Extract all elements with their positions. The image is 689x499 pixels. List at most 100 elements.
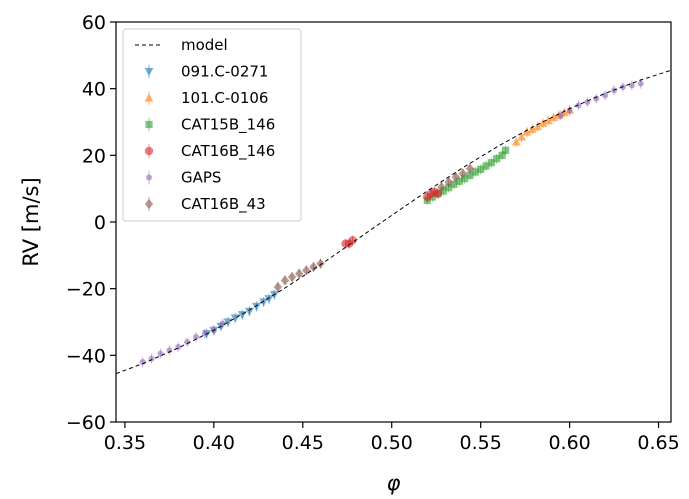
legend-label: model <box>181 36 228 54</box>
series-gaps <box>139 78 644 367</box>
data-point <box>451 172 460 182</box>
data-point <box>439 187 447 195</box>
series-cat16b-146 <box>341 187 443 249</box>
data-point <box>455 177 463 185</box>
data-point <box>461 175 469 183</box>
legend-entry: CAT16B_146 <box>144 142 275 161</box>
legend-entry: GAPS <box>146 169 221 187</box>
legend-box <box>122 28 302 222</box>
legend-label: CAT15B_146 <box>181 116 275 135</box>
data-point <box>487 159 495 167</box>
y-axis-label: RV [m/s] <box>19 177 43 266</box>
legend-marker <box>145 120 153 129</box>
data-point <box>264 295 274 304</box>
data-point <box>259 298 269 307</box>
legend-label: 101.C-0106 <box>181 89 268 107</box>
legend-label: CAT16B_146 <box>181 142 275 161</box>
legend: model 091.C-0271 101.C-0106 CAT15B_146 CAT16… <box>122 28 302 222</box>
model-line <box>115 69 672 375</box>
x-tick-label: 0.35 <box>104 432 146 454</box>
data-point <box>465 163 475 174</box>
data-point <box>309 262 318 272</box>
x-tick-label: 0.40 <box>193 432 235 454</box>
model-line-group <box>115 69 672 375</box>
y-axis: −60 −40 −20 0 20 40 60 <box>66 12 116 434</box>
data-point <box>511 137 521 146</box>
legend-marker <box>144 199 154 209</box>
legend-label: CAT16B_43 <box>181 195 266 214</box>
data-point <box>287 272 297 282</box>
data-point <box>549 113 559 122</box>
data-point <box>637 80 644 87</box>
y-tick-label: −20 <box>66 279 106 301</box>
x-tick-label: 0.45 <box>282 432 324 454</box>
data-point <box>450 180 458 188</box>
data-point <box>433 189 443 198</box>
data-point <box>348 236 357 245</box>
legend-marker <box>144 146 154 156</box>
y-tick-label: −60 <box>66 412 106 434</box>
data-point <box>219 320 226 327</box>
legend-marker <box>144 67 154 76</box>
y-tick-label: 0 <box>94 212 106 234</box>
data-point <box>575 102 582 109</box>
data-point <box>193 334 200 340</box>
y-tick-label: 40 <box>82 79 106 101</box>
plot-marks <box>139 78 644 367</box>
data-point <box>498 151 506 159</box>
data-point <box>458 168 468 179</box>
legend-marker <box>144 93 154 102</box>
legend-marker <box>146 174 152 181</box>
data-point <box>628 82 635 89</box>
data-point <box>302 265 311 276</box>
data-point <box>445 184 453 192</box>
legend-entry: 101.C-0106 <box>144 89 268 107</box>
legend-entry: CAT15B_146 <box>145 116 275 135</box>
data-point <box>166 347 173 354</box>
data-point <box>201 330 208 337</box>
legend-entry: 091.C-0271 <box>144 63 268 81</box>
data-point <box>566 107 573 114</box>
data-point <box>493 155 501 163</box>
x-tick-label: 0.55 <box>460 432 502 454</box>
data-point <box>252 302 262 311</box>
x-tick-label: 0.50 <box>371 432 413 454</box>
data-point <box>444 177 453 187</box>
data-point <box>471 168 479 176</box>
y-tick-label: 60 <box>82 12 106 34</box>
data-point <box>273 282 283 292</box>
series-101-c-0106 <box>511 105 575 147</box>
data-point <box>157 350 164 357</box>
x-tick-label: 0.65 <box>637 432 679 454</box>
data-point <box>316 258 325 269</box>
series-cat16b-43 <box>273 163 475 292</box>
data-point <box>244 307 254 316</box>
data-point <box>557 112 564 119</box>
data-point <box>184 339 191 345</box>
legend-label: GAPS <box>181 169 221 187</box>
data-point <box>522 127 532 136</box>
data-point <box>280 275 290 286</box>
data-point <box>437 182 446 192</box>
data-point <box>466 171 474 179</box>
legend-entry: model <box>135 36 228 54</box>
legend-label: 091.C-0271 <box>181 63 268 81</box>
y-tick-label: −40 <box>66 345 106 367</box>
data-point <box>533 122 543 131</box>
data-point <box>501 146 510 154</box>
y-tick-label: 20 <box>82 145 106 167</box>
data-point <box>517 132 527 141</box>
data-point <box>295 268 304 279</box>
data-point <box>477 165 485 173</box>
x-axis-label: φ <box>387 471 401 495</box>
data-point <box>543 116 553 125</box>
data-point <box>538 118 548 127</box>
legend-entry: CAT16B_43 <box>144 195 266 214</box>
data-point <box>482 162 490 170</box>
data-point <box>593 95 600 102</box>
x-axis: 0.35 0.40 0.45 0.50 0.55 0.60 0.65 <box>104 422 680 454</box>
data-point <box>602 92 609 99</box>
x-tick-label: 0.60 <box>548 432 590 454</box>
data-point <box>527 124 537 133</box>
